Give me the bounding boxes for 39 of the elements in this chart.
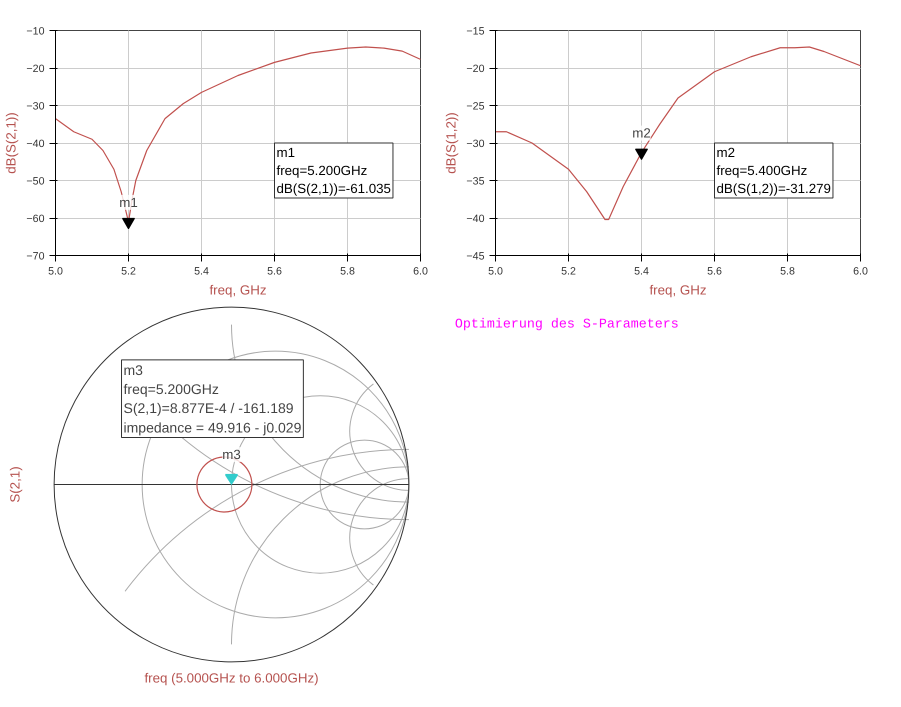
text: Optimierung des S-Parameters [454,318,679,333]
x-tick-label: 5.6 [267,266,282,278]
x-tick-label: 5.8 [340,266,355,278]
y-tick-label: −60 [26,213,45,225]
y-tick-label: −35 [466,176,485,188]
annotation: m2 [632,126,651,141]
x-tick-label: 5.8 [780,266,795,278]
y-axis-title: dB(S(2,1)) [3,112,18,174]
x-tick-label: 6.0 [853,266,868,278]
text: m3 [222,447,241,462]
x-tick-label: 5.4 [634,266,649,278]
y-tick-label: −70 [26,250,45,262]
y-tick-label: −10 [26,26,45,38]
text: S(2,1) [8,466,22,503]
x-tick-label: 5.0 [48,266,63,278]
annotation: m1 [119,194,138,210]
annotation: m1 freq=5.200GHz dB(S(2,1))=-61.035 [276,145,391,196]
x-tick-label: 5.0 [488,266,503,278]
text: m3 freq=5.200GHz S(2,1)=8.877E-4 / -161.189 impedance = 49.916 - j0.029 [124,362,302,436]
y-tick-label: −20 [26,63,45,75]
x-axis-title: freq, GHz [649,282,707,298]
y-tick-label: −20 [466,63,485,75]
text: freq (5.000GHz to 6.000GHz) [144,670,319,686]
y-tick-label: −25 [466,100,485,112]
y-tick-label: −45 [466,250,485,262]
x-axis-title: freq, GHz [209,282,267,298]
x-tick-label: 5.2 [561,266,576,278]
y-tick-label: −30 [26,100,45,112]
y-axis-title: dB(S(1,2)) [443,112,458,174]
x-tick-label: 5.6 [707,266,722,278]
x-tick-label: 5.2 [121,266,136,278]
y-tick-label: −15 [466,26,485,38]
x-tick-label: 6.0 [413,266,428,278]
y-tick-label: −40 [26,138,45,150]
y-tick-label: −30 [466,138,485,150]
y-tick-label: −50 [26,176,45,188]
x-tick-label: 5.4 [194,266,209,278]
y-tick-label: −40 [466,213,485,225]
annotation: m2 freq=5.400GHz dB(S(1,2))=-31.279 [716,145,831,196]
